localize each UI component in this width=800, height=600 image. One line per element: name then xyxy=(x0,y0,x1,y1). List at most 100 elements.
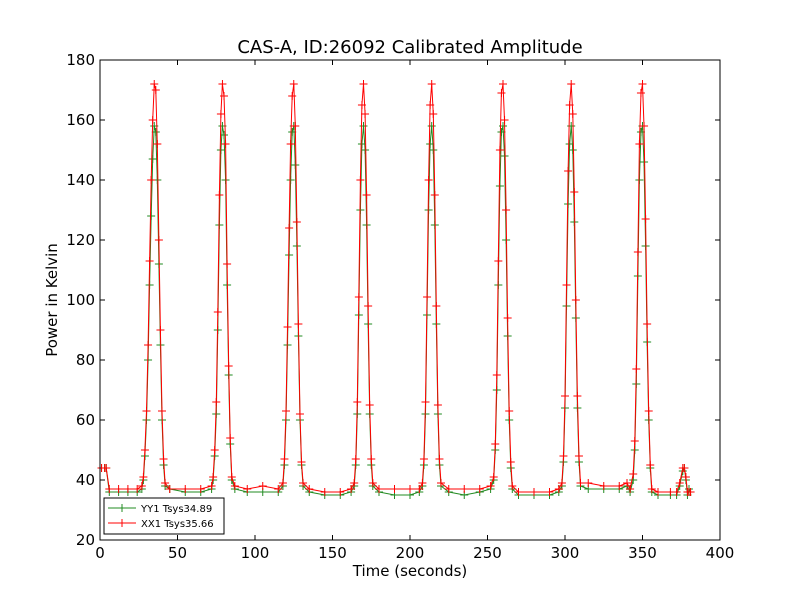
x-tick-label: 150 xyxy=(318,544,347,562)
data-point xyxy=(568,146,577,154)
data-point xyxy=(419,455,428,463)
series-line xyxy=(101,83,691,493)
data-point xyxy=(644,407,653,415)
plot-frame xyxy=(99,59,721,541)
data-point xyxy=(243,485,252,493)
data-point xyxy=(216,146,225,154)
data-point xyxy=(505,407,514,415)
data-point xyxy=(635,140,644,148)
data-point xyxy=(151,86,160,94)
data-point xyxy=(615,482,624,490)
legend: YY1 Tsys34.89 XX1 Tsys35.66 xyxy=(103,497,225,535)
x-tick-label: 300 xyxy=(551,544,580,562)
y-tick-label: 180 xyxy=(66,51,95,69)
data-point xyxy=(460,485,469,493)
y-tick-label: 140 xyxy=(66,171,95,189)
y-tick-label: 60 xyxy=(76,411,95,429)
x-tick-label: 50 xyxy=(168,544,187,562)
data-point xyxy=(686,488,695,496)
data-point xyxy=(150,80,159,88)
data-point xyxy=(561,392,569,400)
data-point xyxy=(643,320,652,328)
data-point xyxy=(137,482,146,490)
data-point xyxy=(351,455,360,463)
data-point xyxy=(362,191,371,199)
data-point xyxy=(288,92,297,100)
data-point xyxy=(274,485,283,493)
data-point xyxy=(499,80,507,88)
data-point xyxy=(354,293,363,301)
data-point xyxy=(423,293,432,301)
data-point xyxy=(223,260,232,268)
data-point xyxy=(148,155,157,163)
data-point xyxy=(545,488,554,496)
data-point xyxy=(375,485,383,493)
data-point xyxy=(497,128,506,136)
data-point xyxy=(336,488,345,496)
data-point xyxy=(297,458,306,466)
data-point xyxy=(151,128,160,136)
data-point xyxy=(347,485,356,493)
data-point xyxy=(415,485,424,493)
data-point xyxy=(424,176,433,184)
data-point xyxy=(357,140,366,148)
data-point xyxy=(495,146,504,154)
x-tick-label: 400 xyxy=(706,544,735,562)
x-tick-label: 0 xyxy=(95,544,105,562)
data-point xyxy=(570,188,579,196)
data-point xyxy=(599,482,608,490)
data-point xyxy=(641,215,650,223)
data-point xyxy=(554,485,563,493)
data-point xyxy=(426,101,435,109)
data-point xyxy=(209,473,218,481)
data-point xyxy=(584,479,593,487)
data-point xyxy=(140,446,149,454)
data-point xyxy=(210,446,219,454)
data-point xyxy=(506,458,515,466)
x-tick-label: 250 xyxy=(473,544,502,562)
data-point xyxy=(305,485,314,493)
y-tick-label: 100 xyxy=(66,291,95,309)
data-point xyxy=(286,140,295,148)
data-point xyxy=(161,479,170,487)
data-point xyxy=(508,482,517,490)
data-point xyxy=(215,191,224,199)
data-point xyxy=(364,302,373,310)
data-point xyxy=(629,470,638,478)
data-point xyxy=(429,146,438,154)
data-point xyxy=(421,398,430,406)
data-point xyxy=(427,80,436,88)
data-point xyxy=(489,473,498,481)
data-point xyxy=(357,101,366,109)
chart-title: CAS-A, ID:26092 Calibrated Amplitude xyxy=(237,37,582,58)
data-point xyxy=(147,212,156,220)
data-point xyxy=(153,140,162,148)
data-point xyxy=(102,464,111,472)
data-point xyxy=(564,167,573,175)
data-point xyxy=(636,89,645,97)
data-point xyxy=(530,488,538,496)
data-point xyxy=(503,314,512,322)
data-point xyxy=(433,401,442,409)
data-point xyxy=(444,485,453,493)
data-point xyxy=(207,482,216,490)
series-line xyxy=(101,125,691,496)
data-point xyxy=(571,296,580,304)
data-point xyxy=(497,89,506,97)
data-point xyxy=(573,392,582,400)
data-point xyxy=(289,80,298,88)
data-point xyxy=(359,80,368,88)
data-point xyxy=(278,479,287,487)
data-point xyxy=(361,110,370,118)
data-point xyxy=(568,110,577,118)
data-point xyxy=(359,122,368,130)
data-point xyxy=(221,140,230,148)
data-point xyxy=(165,485,174,493)
data-point xyxy=(291,122,300,130)
data-point xyxy=(320,488,329,496)
data-point xyxy=(258,482,267,490)
data-point xyxy=(144,341,153,349)
data-point xyxy=(294,320,303,328)
data-point xyxy=(500,116,509,124)
y-tick-label: 120 xyxy=(66,231,95,249)
